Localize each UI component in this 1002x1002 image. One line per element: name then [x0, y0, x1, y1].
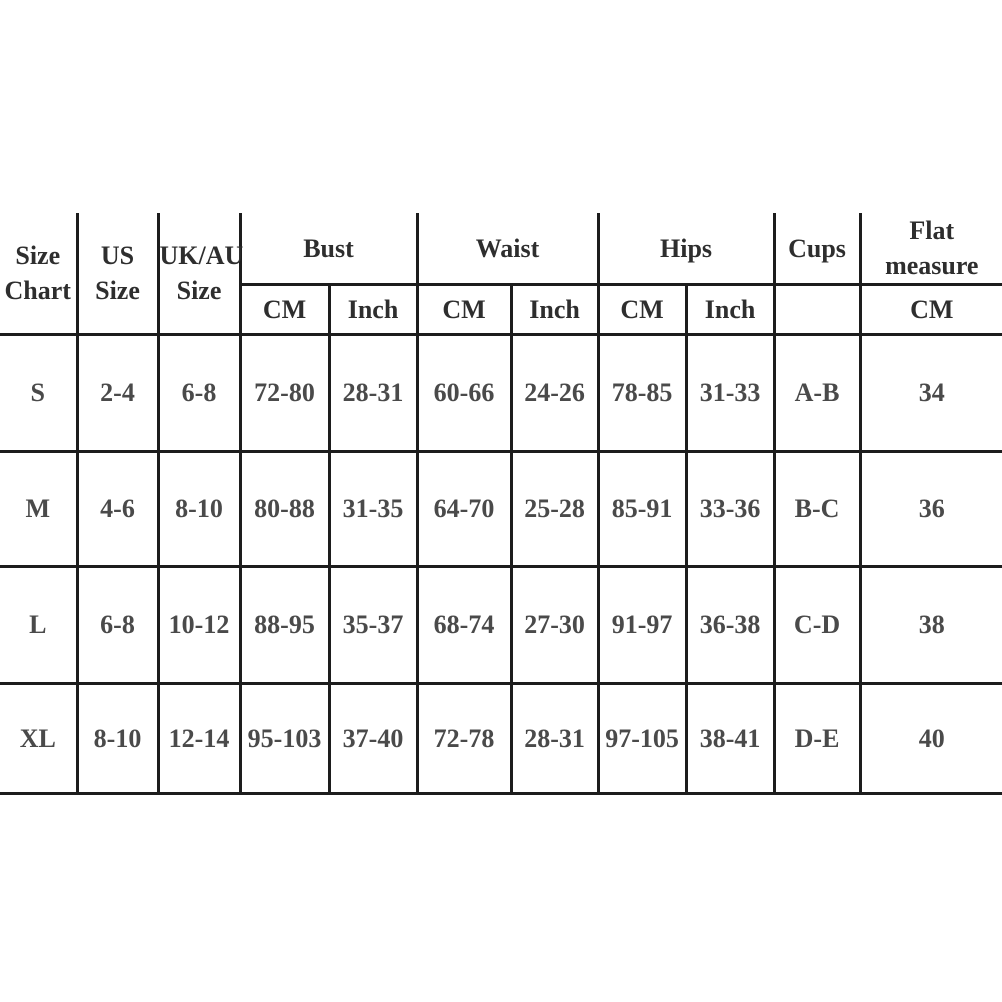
cell-cups: D-E: [772, 682, 861, 796]
header-flat-measure: Flat measure: [858, 213, 1002, 285]
cell-bust-inch: 31-35: [327, 450, 418, 567]
cell-waist-inch: 25-28: [509, 450, 599, 567]
cell-cups: C-D: [772, 565, 861, 684]
size-row-m: M 4-6 8-10 80-88 31-35 64-70 25-28 85-91…: [0, 450, 1002, 567]
cell-uk-au-size: 10-12: [156, 565, 240, 684]
cell-hips-cm: 91-97: [596, 565, 687, 684]
header-waist: Waist: [415, 213, 599, 285]
cell-waist-cm: 60-66: [415, 333, 512, 452]
cell-cups: B-C: [772, 450, 861, 567]
cell-flat-cm: 36: [858, 450, 1002, 567]
cell-bust-inch: 35-37: [327, 565, 418, 684]
cell-hips-cm: 78-85: [596, 333, 687, 452]
cell-uk-au-size: 12-14: [156, 682, 240, 796]
cell-hips-inch: 31-33: [684, 333, 775, 452]
cell-bust-cm: 88-95: [238, 565, 329, 684]
cell-us-size: 2-4: [75, 333, 158, 452]
subheader-flat-cm: CM: [858, 283, 1002, 335]
cell-uk-au-size: 6-8: [156, 333, 240, 452]
header-row-units: CM Inch CM Inch CM Inch CM: [0, 283, 1002, 335]
size-chart-table: Size Chart US Size UK/AU Size Bust Waist…: [0, 213, 1002, 796]
cell-us-size: 4-6: [75, 450, 158, 567]
cell-waist-inch: 27-30: [509, 565, 599, 684]
row-label-size: S: [0, 333, 77, 452]
cell-uk-au-size: 8-10: [156, 450, 240, 567]
cell-us-size: 8-10: [75, 682, 158, 796]
row-label-size: XL: [0, 682, 77, 796]
row-label-size: M: [0, 450, 77, 567]
cell-waist-inch: 24-26: [509, 333, 599, 452]
row-label-size: L: [0, 565, 77, 684]
cell-hips-cm: 97-105: [596, 682, 687, 796]
size-row-xl: XL 8-10 12-14 95-103 37-40 72-78 28-31 9…: [0, 682, 1002, 796]
cell-us-size: 6-8: [75, 565, 158, 684]
cell-flat-cm: 40: [858, 682, 1002, 796]
cell-bust-cm: 80-88: [238, 450, 329, 567]
cell-waist-cm: 64-70: [415, 450, 512, 567]
cell-bust-cm: 95-103: [238, 682, 329, 796]
cell-hips-inch: 33-36: [684, 450, 775, 567]
subheader-bust-inch: Inch: [327, 283, 418, 335]
header-cups: Cups: [772, 213, 861, 285]
header-bust: Bust: [238, 213, 418, 285]
size-chart-container: Size Chart US Size UK/AU Size Bust Waist…: [0, 213, 1002, 796]
cell-bust-inch: 37-40: [327, 682, 418, 796]
cell-hips-cm: 85-91: [596, 450, 687, 567]
cell-bust-cm: 72-80: [238, 333, 329, 452]
cell-cups: A-B: [772, 333, 861, 452]
size-row-s: S 2-4 6-8 72-80 28-31 60-66 24-26 78-85 …: [0, 333, 1002, 452]
size-row-l: L 6-8 10-12 88-95 35-37 68-74 27-30 91-9…: [0, 565, 1002, 684]
cell-waist-cm: 72-78: [415, 682, 512, 796]
header-row-groups: Size Chart US Size UK/AU Size Bust Waist…: [0, 213, 1002, 335]
subheader-waist-inch: Inch: [509, 283, 599, 335]
header-size-chart: Size Chart: [4, 241, 71, 306]
subheader-waist-cm: CM: [415, 283, 512, 335]
subheader-cups-empty: [772, 283, 861, 335]
subheader-hips-inch: Inch: [684, 283, 775, 335]
cell-waist-cm: 68-74: [415, 565, 512, 684]
header-hips: Hips: [596, 213, 775, 285]
header-uk-au-size: UK/AU Size: [156, 213, 243, 335]
cell-flat-cm: 38: [858, 565, 1002, 684]
cell-waist-inch: 28-31: [509, 682, 599, 796]
cell-bust-inch: 28-31: [327, 333, 418, 452]
cell-hips-inch: 38-41: [684, 682, 775, 796]
cell-hips-inch: 36-38: [684, 565, 775, 684]
header-us-size: US Size: [75, 213, 158, 335]
cell-flat-cm: 34: [858, 333, 1002, 452]
subheader-hips-cm: CM: [596, 283, 687, 335]
subheader-bust-cm: CM: [238, 283, 329, 335]
